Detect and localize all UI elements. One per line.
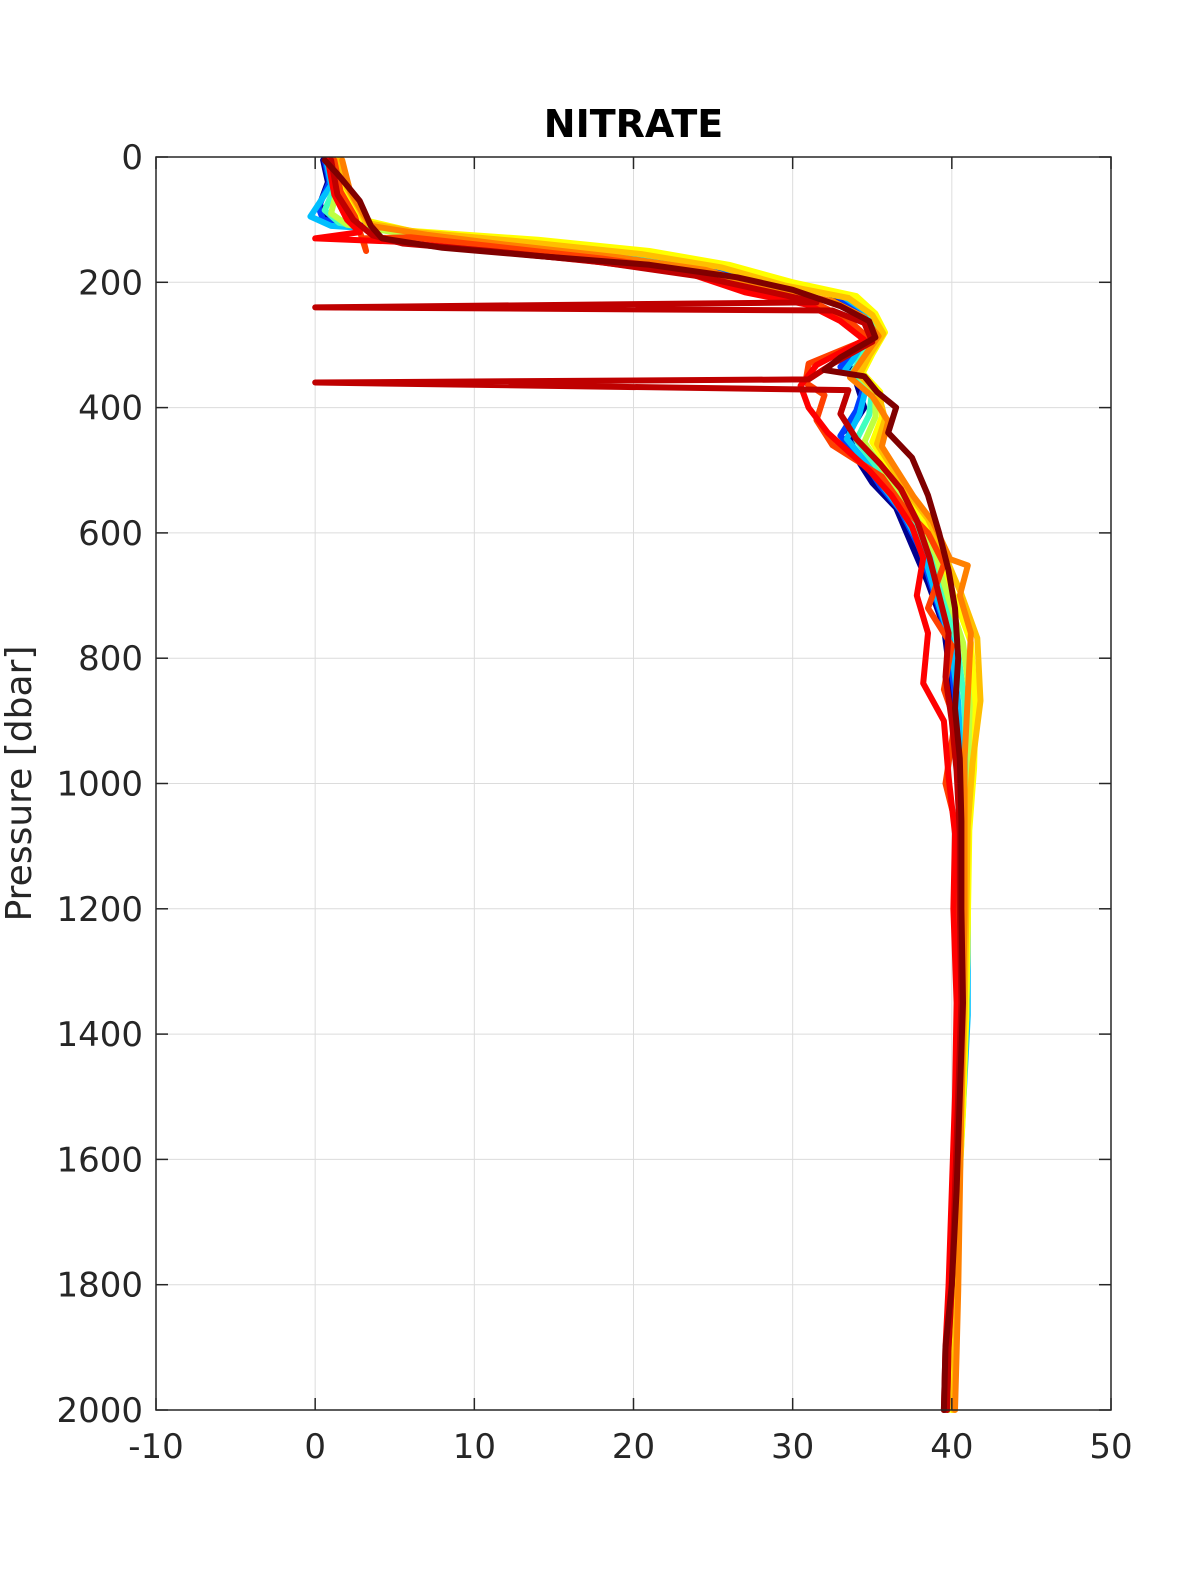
- nitrate-profile-line: [321, 157, 966, 1413]
- y-tick-label: 1800: [56, 1266, 143, 1306]
- y-tick-label: 1600: [56, 1140, 143, 1180]
- y-tick-label: 1000: [56, 765, 143, 805]
- x-tick-label: 10: [453, 1427, 496, 1467]
- x-tick-label: 20: [612, 1427, 655, 1467]
- x-tick-label: 30: [771, 1427, 814, 1467]
- y-tick-label: 800: [78, 639, 143, 679]
- y-tick-label: 200: [78, 263, 143, 303]
- chart-title: NITRATE: [544, 102, 723, 146]
- x-tick-label: 0: [304, 1427, 326, 1467]
- y-tick-label: 600: [78, 514, 143, 554]
- axis-ticks: -10 0 10 20 30 40 50 0 200 400 600 800 1000 1200 1400 1…: [56, 138, 1132, 1467]
- x-tick-label: 40: [930, 1427, 973, 1467]
- y-tick-label: 400: [78, 389, 143, 429]
- profile-lines: [307, 157, 984, 1413]
- y-tick-label: 1400: [56, 1015, 143, 1055]
- y-axis-label: Pressure [dbar]: [0, 646, 40, 922]
- y-tick-label: 1200: [56, 890, 143, 930]
- x-tick-label: -10: [128, 1427, 184, 1467]
- x-tick-label: 50: [1089, 1427, 1132, 1467]
- y-tick-label: 2000: [56, 1391, 143, 1431]
- y-tick-label: 0: [121, 138, 143, 178]
